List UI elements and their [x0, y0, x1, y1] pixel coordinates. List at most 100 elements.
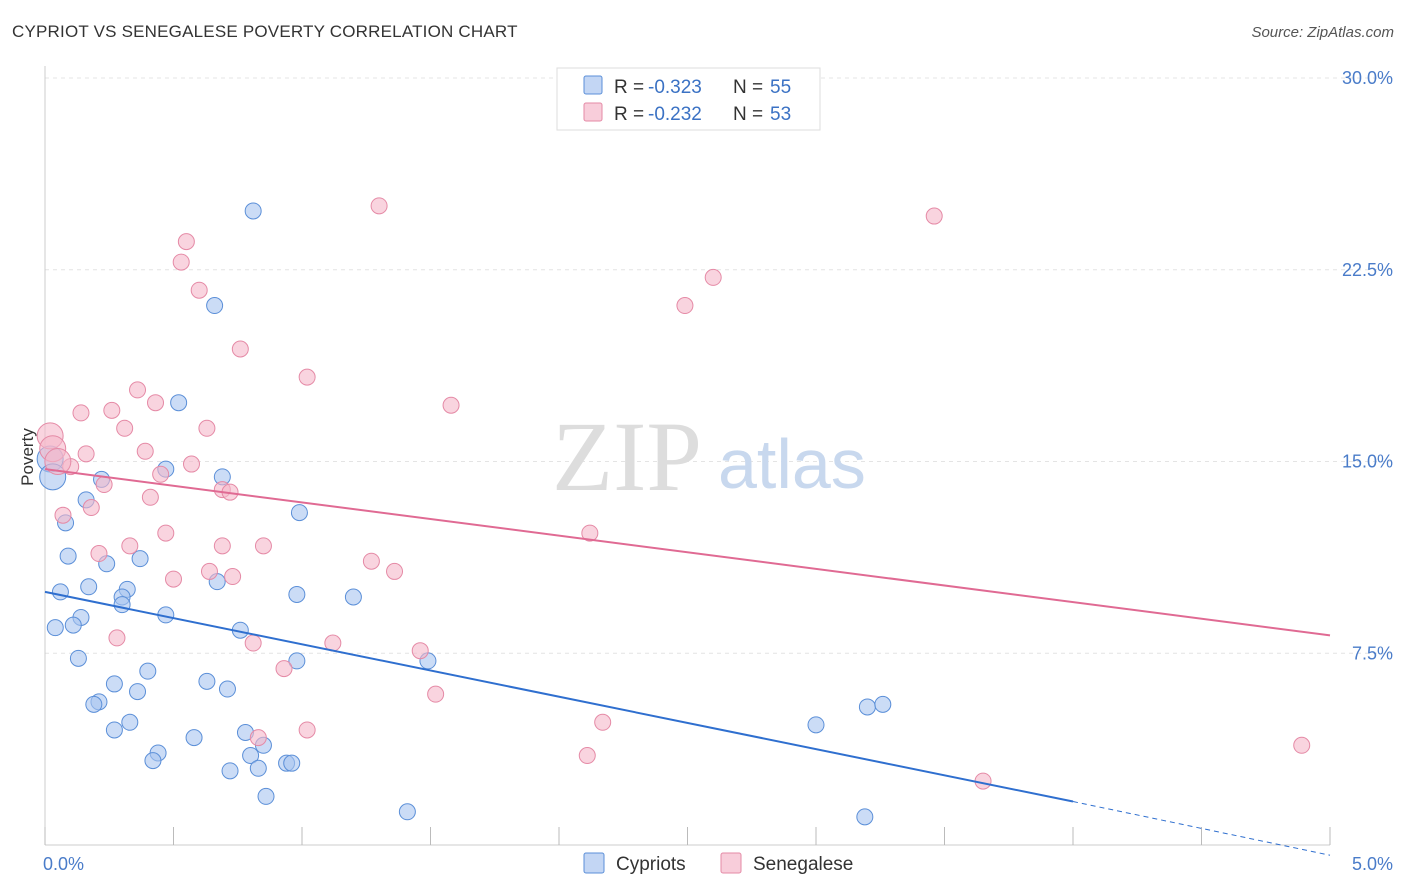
cypriots-point	[69, 649, 87, 667]
cypriots-point	[218, 680, 236, 698]
cypriots-point	[59, 547, 77, 565]
senegalese-point	[177, 233, 195, 251]
cypriots-point	[244, 202, 262, 220]
y-tick-label: 7.5%	[1352, 643, 1393, 663]
watermark-atlas: atlas	[718, 425, 866, 503]
senegalese-point	[231, 340, 249, 358]
series-cypriots-points	[36, 202, 892, 826]
legend-swatch-senegalese	[583, 102, 603, 122]
legend-r-value-0: -0.323	[648, 77, 702, 98]
senegalese-point	[141, 488, 159, 506]
senegalese-point	[190, 281, 208, 299]
legend-swatch-cypriots	[583, 75, 603, 95]
watermark-zip: ZIP	[552, 401, 702, 512]
cypriots-point	[121, 713, 139, 731]
senegalese-point	[147, 394, 165, 412]
senegalese-point	[370, 197, 388, 215]
senegalese-point	[442, 396, 460, 414]
senegalese-point	[108, 629, 126, 647]
source-credit: Source: ZipAtlas.com	[1251, 24, 1394, 41]
senegalese-point	[411, 642, 429, 660]
senegalese-point	[198, 419, 216, 437]
cypriots-trend-line-extension	[1072, 801, 1331, 856]
senegalese-point	[249, 729, 267, 747]
senegalese-point	[213, 537, 231, 555]
senegalese-point	[157, 524, 175, 542]
cypriots-point	[105, 675, 123, 693]
cypriots-point	[858, 698, 876, 716]
cypriots-point	[170, 394, 188, 412]
cypriots-point	[242, 747, 260, 765]
senegalese-point	[77, 445, 95, 463]
senegalese-point	[54, 506, 72, 524]
senegalese-point	[172, 253, 190, 271]
cypriots-point	[398, 803, 416, 821]
legend-n-label-1: N =	[733, 104, 763, 125]
senegalese-point	[594, 713, 612, 731]
watermark: ZIP atlas	[552, 401, 866, 512]
y-axis-label: Poverty	[18, 428, 37, 486]
senegalese-point	[200, 562, 218, 580]
senegalese-point	[275, 660, 293, 678]
senegalese-point	[581, 524, 599, 542]
x-tick-label: 5.0%	[1352, 854, 1393, 874]
senegalese-point	[82, 499, 100, 517]
cypriots-point	[288, 585, 306, 603]
senegalese-point	[121, 537, 139, 555]
x-tick-labels: 0.0% 5.0%	[43, 854, 1393, 874]
senegalese-point	[244, 634, 262, 652]
senegalese-point	[386, 562, 404, 580]
legend-r-value-1: -0.232	[648, 104, 702, 125]
bottom-legend: Cypriots Senegalese	[583, 852, 853, 875]
senegalese-point	[298, 368, 316, 386]
senegalese-point	[116, 419, 134, 437]
senegalese-point	[676, 297, 694, 315]
legend: R = -0.323 N = 55 R = -0.232 N = 53	[556, 67, 821, 131]
cypriots-point	[139, 662, 157, 680]
legend-n-value-1: 53	[770, 104, 791, 125]
y-tick-label: 15.0%	[1342, 452, 1393, 472]
cypriots-point	[344, 588, 362, 606]
senegalese-point	[362, 552, 380, 570]
y-tick-label: 22.5%	[1342, 260, 1393, 280]
cypriots-point	[206, 297, 224, 315]
cypriots-point	[288, 652, 306, 670]
series-senegalese-points	[36, 197, 1311, 790]
cypriots-point	[46, 619, 64, 637]
cypriots-point	[221, 762, 239, 780]
senegalese-point	[925, 207, 943, 225]
cypriots-point	[129, 683, 147, 701]
senegalese-point	[182, 455, 200, 473]
cypriots-point	[185, 729, 203, 747]
legend-r-label-1: R =	[614, 104, 644, 125]
cypriots-point	[283, 754, 301, 772]
senegalese-point	[44, 448, 72, 475]
senegalese-point	[152, 465, 170, 483]
senegalese-point	[704, 268, 722, 286]
senegalese-point	[136, 442, 154, 460]
senegalese-point	[1293, 736, 1311, 754]
bottom-legend-label-senegalese: Senegalese	[753, 854, 853, 875]
senegalese-point	[129, 381, 147, 399]
senegalese-point	[578, 747, 596, 765]
cypriots-point	[80, 578, 98, 596]
senegalese-point	[95, 476, 113, 494]
legend-n-value-0: 55	[770, 77, 791, 98]
cypriots-point	[257, 787, 275, 805]
gridlines	[45, 77, 1392, 654]
senegalese-point	[90, 545, 108, 563]
senegalese-point	[165, 570, 182, 588]
cypriots-point	[290, 504, 308, 522]
cypriots-point	[144, 752, 162, 770]
cypriots-trend-line	[44, 590, 1074, 803]
senegalese-point	[254, 537, 272, 555]
cypriots-point	[874, 695, 892, 713]
senegalese-point	[427, 685, 445, 703]
bottom-legend-label-cypriots: Cypriots	[616, 854, 686, 875]
cypriots-point	[113, 596, 131, 614]
senegalese-point	[298, 721, 316, 739]
senegalese-point	[103, 401, 121, 419]
cypriots-point	[249, 759, 267, 777]
y-tick-label: 30.0%	[1342, 68, 1393, 88]
